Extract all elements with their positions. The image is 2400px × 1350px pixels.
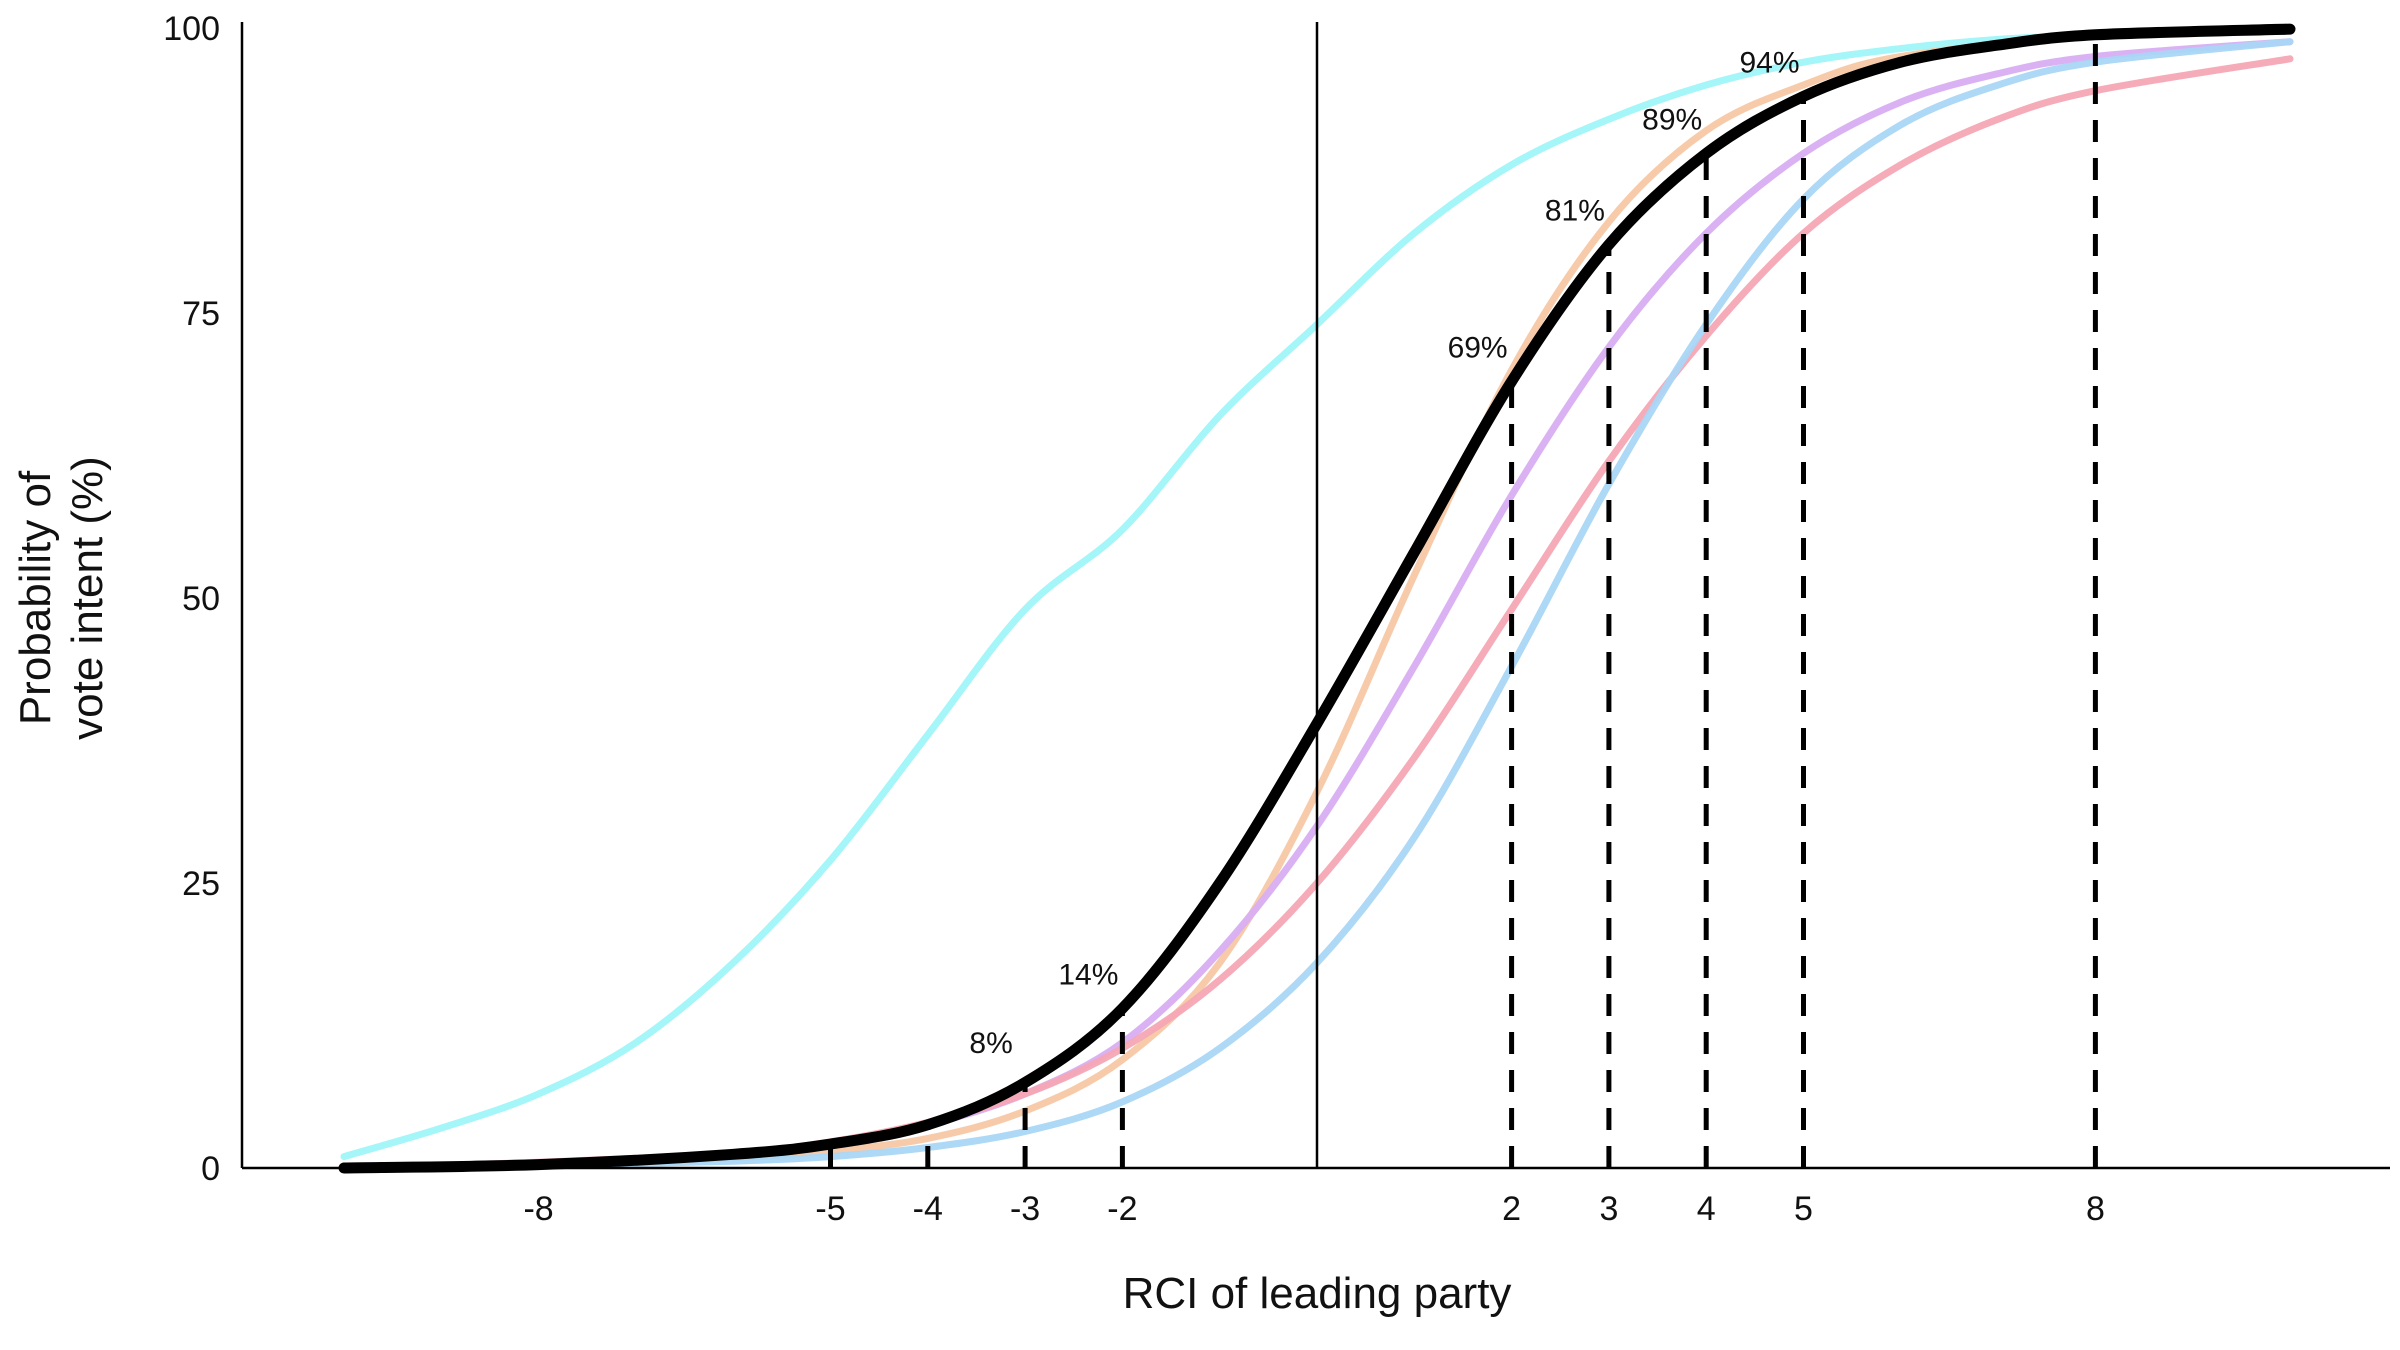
annotation-label: 89% — [1642, 103, 1702, 136]
y-tick-label: 75 — [182, 295, 220, 333]
axes-layer — [240, 22, 2390, 1170]
x-tick-label: 3 — [1599, 1190, 1618, 1228]
y-tick-label: 25 — [182, 865, 220, 903]
x-tick-label: 8 — [2086, 1190, 2105, 1228]
x-tick-label: -8 — [523, 1190, 553, 1228]
annotation-label: 14% — [1058, 958, 1118, 991]
x-tick-label: -4 — [913, 1190, 943, 1228]
y-tick-label: 0 — [201, 1150, 220, 1188]
annotation-label: 81% — [1545, 195, 1605, 228]
x-tick-label: -5 — [815, 1190, 845, 1228]
curves-layer — [338, 23, 2296, 1174]
x-tick-label: -3 — [1010, 1190, 1040, 1228]
series-line-5 — [340, 38, 2294, 1172]
y-tick-label: 100 — [163, 10, 220, 48]
series-line-2 — [340, 26, 2294, 1172]
x-tick-label: 2 — [1502, 1190, 1521, 1228]
labels-layer: 0 25 50 75 100 -8 -5 -4 -3 -2 2 3 4 5 8 RCI of leading … — [11, 10, 2105, 1318]
x-tick-label: -2 — [1107, 1190, 1137, 1228]
y-axis-title: Probability ofvote intent (%) — [11, 456, 112, 740]
x-tick-label: 5 — [1794, 1190, 1813, 1228]
x-axis-title: RCI of leading party — [1123, 1269, 1512, 1318]
guides-layer — [828, 28, 2098, 1168]
y-axis-title-line: vote intent (%) — [63, 456, 112, 740]
y-axis-title-line: Probability of — [11, 470, 60, 725]
series-line-1 — [340, 25, 2294, 1161]
annotation-label: 69% — [1448, 331, 1508, 364]
annotation-label: 94% — [1739, 46, 1799, 79]
series-line-6 — [338, 23, 2296, 1174]
annotation-label: 8% — [969, 1027, 1012, 1060]
y-tick-label: 50 — [182, 580, 220, 618]
x-tick-label: 4 — [1697, 1190, 1716, 1228]
